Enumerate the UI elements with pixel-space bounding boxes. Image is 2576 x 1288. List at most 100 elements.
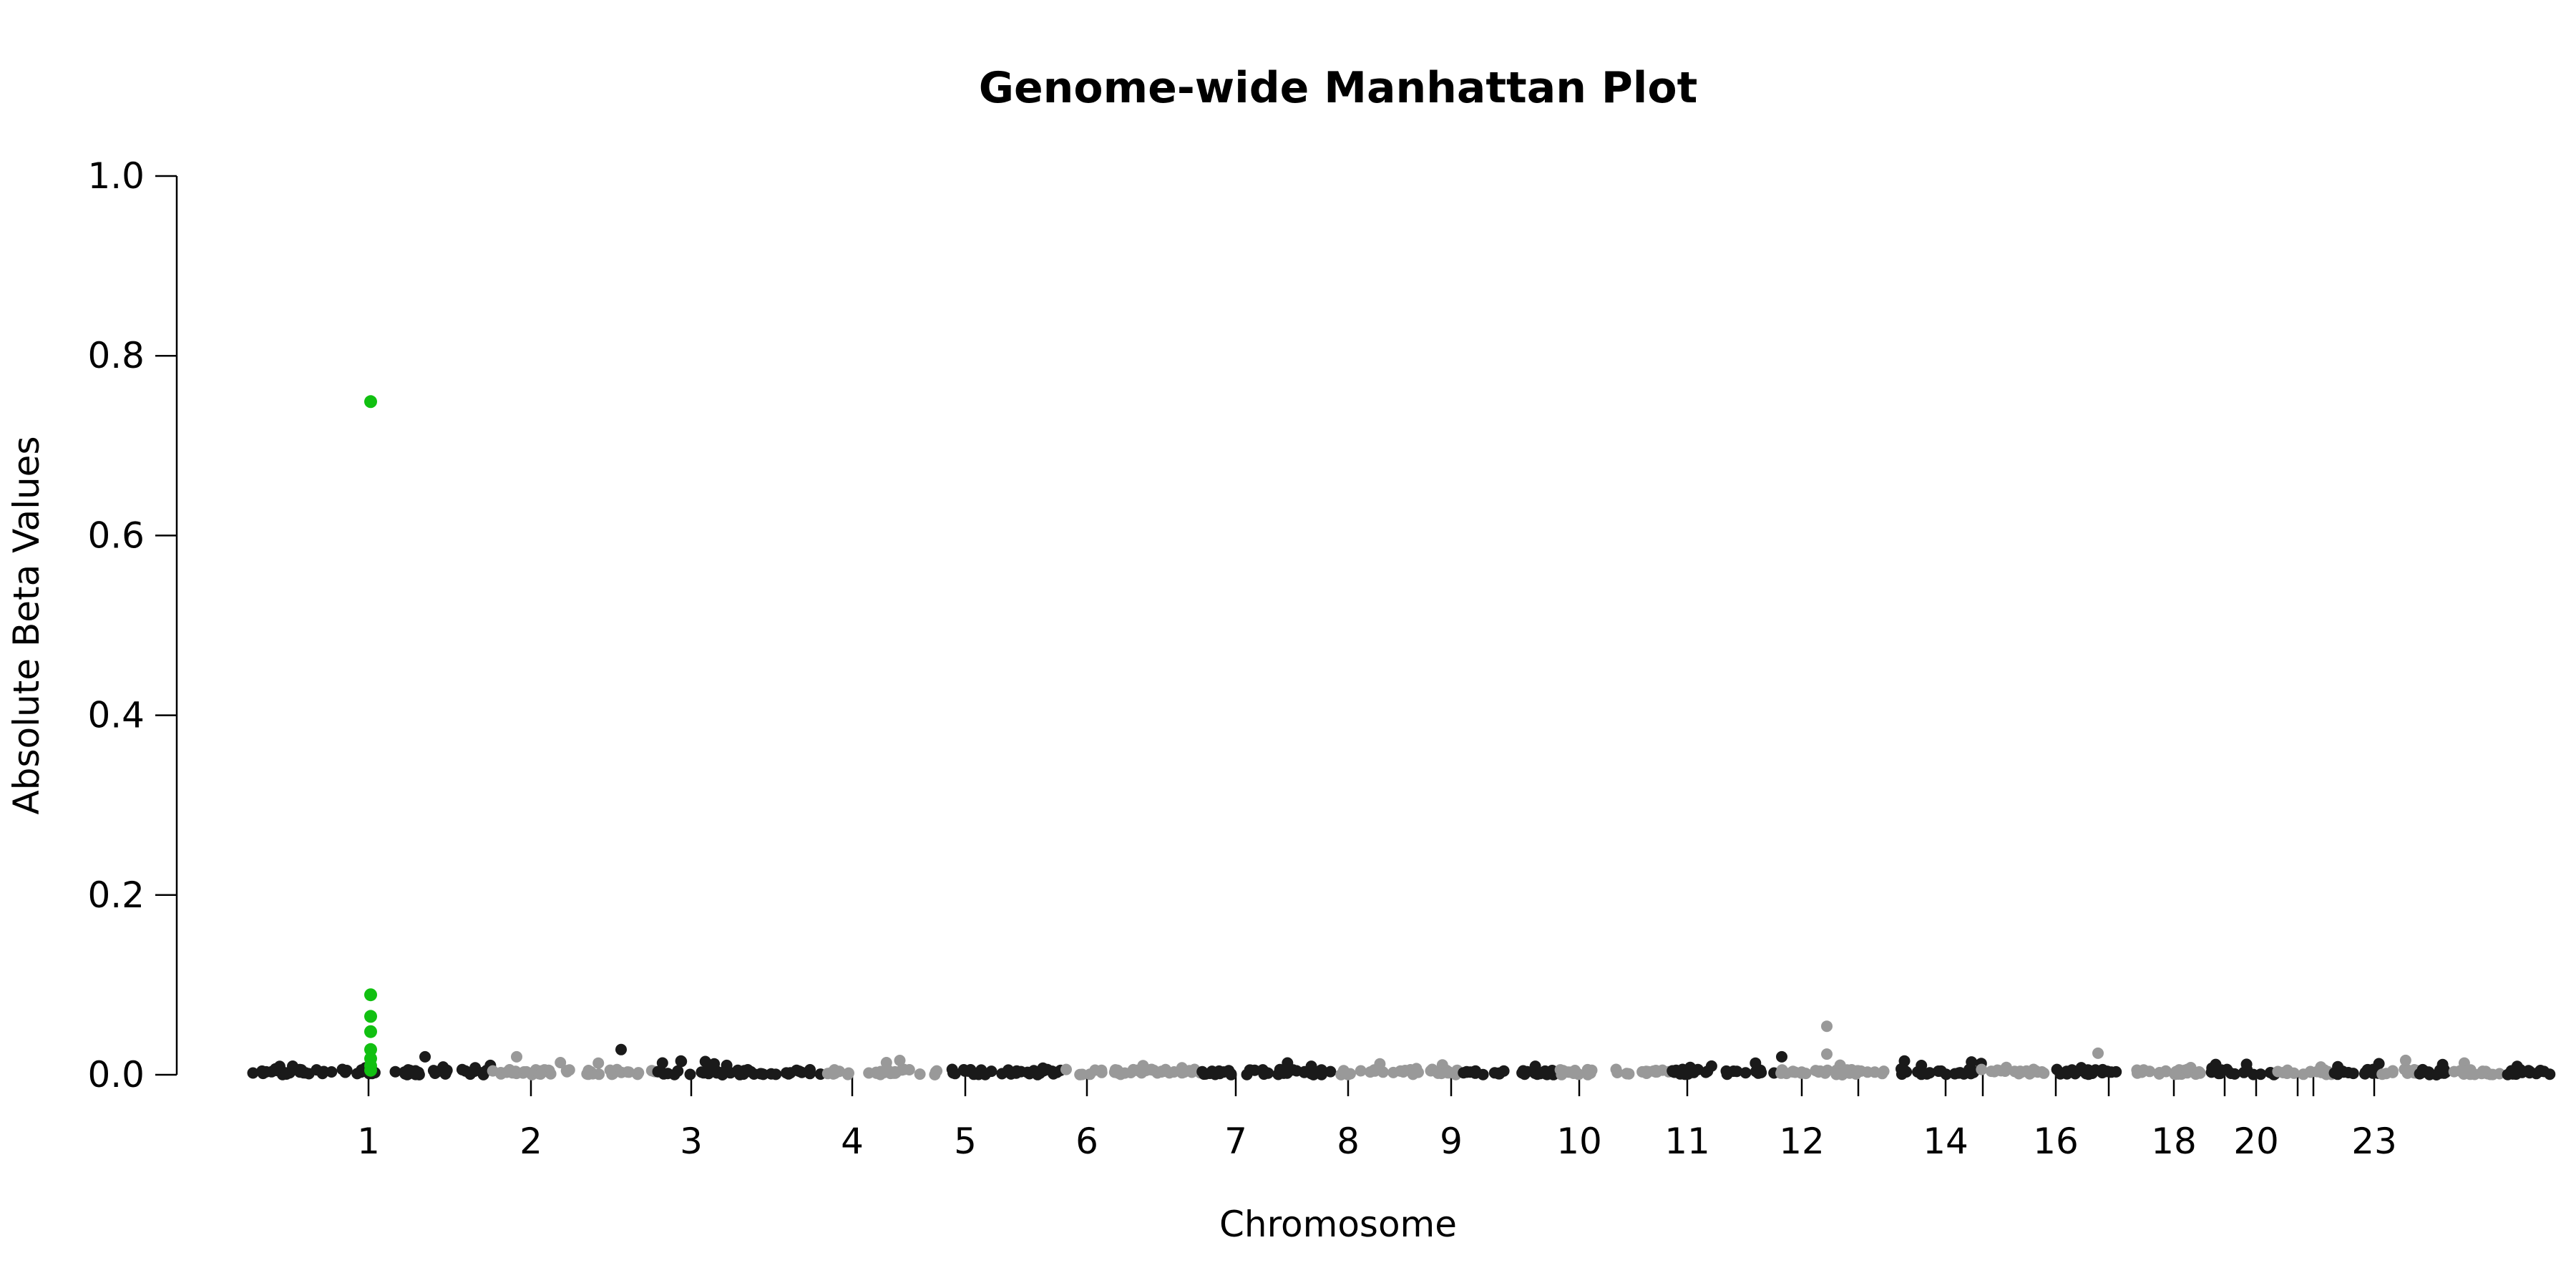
data-point [668, 1068, 680, 1080]
data-point [2210, 1058, 2222, 1070]
data-point [336, 1063, 348, 1075]
notable-data-point [1821, 1048, 1833, 1060]
y-axis-title: Absolute Beta Values [6, 436, 47, 815]
data-point [592, 1057, 605, 1069]
data-point [2214, 1068, 2226, 1080]
data-point [247, 1067, 259, 1079]
data-point [1159, 1063, 1171, 1075]
data-point [1477, 1068, 1489, 1080]
data-point [1272, 1068, 1284, 1080]
data-point [972, 1068, 985, 1080]
data-point [1611, 1067, 1624, 1078]
x-tick-label: 11 [1664, 1121, 1710, 1162]
y-tick-label: 0.6 [87, 514, 145, 556]
data-point [1787, 1065, 1799, 1078]
data-point [2089, 1064, 2102, 1076]
data-point [1387, 1066, 1400, 1078]
data-point [2448, 1065, 2460, 1078]
data-point [1682, 1068, 1694, 1080]
data-point [1241, 1068, 1253, 1080]
highlighted-data-point [364, 395, 377, 409]
notable-data-point [511, 1050, 522, 1063]
data-point [582, 1068, 595, 1080]
data-point [1355, 1065, 1367, 1077]
data-point [2136, 1065, 2148, 1077]
data-point [2281, 1064, 2293, 1076]
data-point [1125, 1067, 1137, 1078]
notable-data-point [419, 1050, 431, 1063]
data-point [996, 1068, 1008, 1080]
data-point [1287, 1064, 1299, 1076]
data-point [1060, 1063, 1072, 1075]
data-point [2399, 1054, 2411, 1066]
data-point [791, 1064, 803, 1076]
data-point [1260, 1066, 1272, 1078]
data-point [1755, 1064, 1767, 1076]
x-tick-label: 4 [841, 1121, 864, 1162]
y-tick-label: 0.4 [87, 695, 145, 736]
data-point [1146, 1063, 1158, 1075]
data-point [520, 1065, 532, 1078]
data-point [2025, 1067, 2037, 1079]
y-axis-ticks: 0.0 0.2 0.4 0.6 0.8 1.0 [87, 155, 177, 1096]
data-point [1498, 1065, 1510, 1077]
x-tick-label: 3 [680, 1121, 703, 1162]
data-point [2373, 1058, 2385, 1070]
data-point [1976, 1063, 1988, 1075]
x-tick-label: 9 [1440, 1121, 1463, 1162]
data-point [1111, 1065, 1123, 1077]
data-point [1184, 1065, 1196, 1077]
data-point [985, 1065, 997, 1078]
data-point [2013, 1068, 2025, 1080]
data-point [756, 1068, 768, 1080]
data-point [1851, 1065, 1863, 1077]
data-point [1954, 1067, 1966, 1079]
data-point [2170, 1065, 2182, 1078]
notable-data-point [1776, 1050, 1787, 1063]
data-point [1876, 1068, 1888, 1080]
data-point [1740, 1067, 1752, 1079]
data-point [431, 1065, 444, 1078]
data-point [770, 1068, 782, 1080]
x-tick-label: 5 [954, 1121, 977, 1162]
data-point [1641, 1068, 1653, 1079]
data-point [2380, 1068, 2392, 1080]
data-point [1916, 1060, 1928, 1071]
data-point [2502, 1068, 2514, 1080]
data-point [656, 1057, 668, 1069]
data-point [459, 1065, 472, 1077]
data-point [2182, 1063, 2193, 1075]
data-point [684, 1068, 696, 1080]
data-point [478, 1066, 490, 1078]
data-point [2305, 1066, 2317, 1078]
data-point [675, 1055, 687, 1067]
data-point [294, 1066, 306, 1078]
x-tick-label: 16 [2033, 1121, 2079, 1162]
data-point [2193, 1066, 2205, 1078]
data-point [914, 1068, 926, 1080]
highlighted-data-point [364, 1025, 377, 1038]
x-axis-ticks: 1 2 3 4 5 6 7 8 9 10 11 12 14 16 18 20 23 [357, 1075, 2397, 1162]
data-point [1999, 1065, 2011, 1077]
data-point [1966, 1056, 1978, 1068]
data-point [1518, 1068, 1531, 1080]
data-point [623, 1066, 635, 1078]
data-point [632, 1068, 643, 1080]
data-point [1084, 1068, 1096, 1080]
data-point [2514, 1063, 2527, 1075]
data-point [2359, 1066, 2371, 1078]
data-point [1218, 1066, 1230, 1078]
data-point [1582, 1068, 1594, 1080]
data-point [318, 1065, 330, 1078]
data-point [1374, 1058, 1386, 1070]
y-tick-label: 0.0 [87, 1054, 145, 1096]
x-tick-label: 1 [357, 1121, 380, 1162]
x-tick-label: 23 [2351, 1121, 2397, 1162]
highlighted-data-point [364, 1043, 377, 1056]
y-tick-label: 0.2 [87, 874, 145, 916]
data-point [257, 1068, 269, 1080]
data-point [1543, 1067, 1555, 1079]
data-point [1315, 1068, 1327, 1080]
chart-title: Genome-wide Manhattan Plot [979, 63, 1698, 113]
